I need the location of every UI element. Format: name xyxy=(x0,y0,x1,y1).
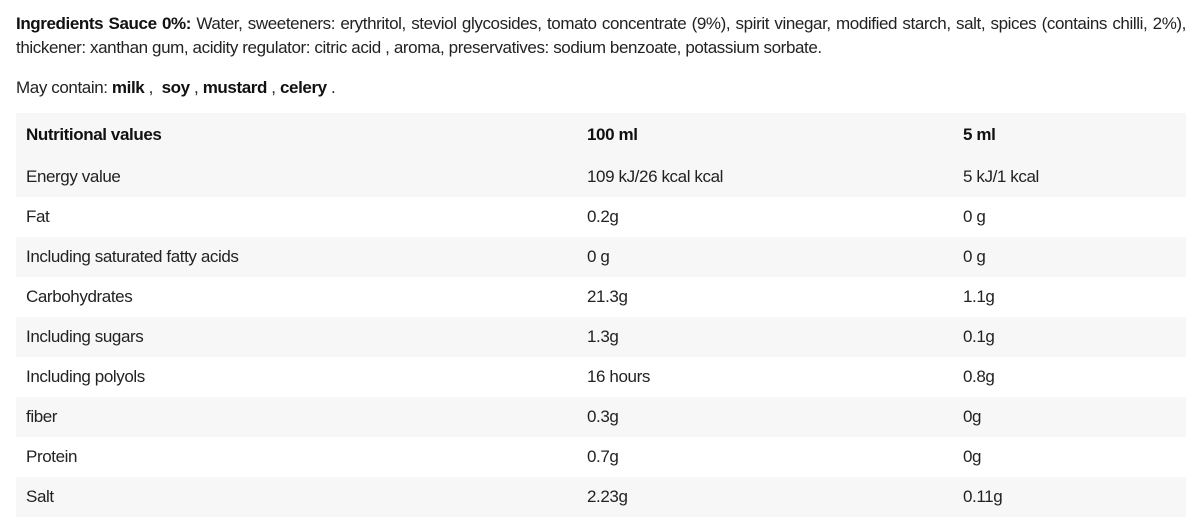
value-5ml: 5 kJ/1 kcal xyxy=(963,167,1039,186)
table-row: Salt 2.23g 0.11g xyxy=(16,477,1186,517)
value-100ml: 2.23g xyxy=(587,487,628,506)
value-100ml: 0.3g xyxy=(587,407,619,426)
header-100ml: 100 ml xyxy=(587,125,638,144)
value-100ml: 16 hours xyxy=(587,367,650,386)
table-header: Nutritional values 100 ml 5 ml xyxy=(16,113,1186,157)
ingredients-text: Ingredients Sauce 0%: Water, sweeteners:… xyxy=(16,12,1186,60)
nutrient-name: Including sugars xyxy=(26,327,144,346)
value-100ml: 21.3g xyxy=(587,287,628,306)
table-row: Including polyols 16 hours 0.8g xyxy=(16,357,1186,397)
nutrient-name: fiber xyxy=(26,407,58,426)
nutrient-name: Energy value xyxy=(26,167,121,186)
value-5ml: 0g xyxy=(963,447,982,466)
allergen: soy xyxy=(161,78,190,97)
value-5ml: 1.1g xyxy=(963,287,995,306)
value-100ml: 1.3g xyxy=(587,327,619,346)
value-100ml: 109 kJ/26 kcal kcal xyxy=(587,167,724,186)
allergen: milk xyxy=(111,78,145,97)
value-100ml: 0.2g xyxy=(587,207,619,226)
nutrient-name: Carbohydrates xyxy=(26,287,133,306)
value-5ml: 0.1g xyxy=(963,327,995,346)
nutrient-name: Including saturated fatty acids xyxy=(26,247,239,266)
table-row: Energy value 109 kJ/26 kcal kcal 5 kJ/1 kc… xyxy=(16,157,1186,197)
table-row: Fat 0.2g 0 g xyxy=(16,197,1186,237)
nutrient-name: Salt xyxy=(26,487,54,506)
value-100ml: 0 g xyxy=(587,247,610,266)
header-nutritional-values: Nutritional values xyxy=(26,125,162,144)
nutrient-name: Including polyols xyxy=(26,367,145,386)
nutrition-table: Nutritional values 100 ml 5 ml Energy va… xyxy=(16,113,1186,517)
product-info: Ingredients Sauce 0%: Water, sweeteners:… xyxy=(16,12,1186,100)
table-row: fiber 0.3g 0g xyxy=(16,397,1186,437)
ingredients-list: Water, sweeteners: erythritol, steviol g… xyxy=(16,14,1186,57)
table-row: Including saturated fatty acids 0 g 0 g xyxy=(16,237,1186,277)
value-100ml: 0.7g xyxy=(587,447,619,466)
ingredients-label: Ingredients Sauce 0%: xyxy=(16,14,192,33)
may-contain-label: May contain: xyxy=(16,78,112,97)
may-contain: May contain: milk , soy , mustard , cele… xyxy=(16,78,336,97)
table-row: Including sugars 1.3g 0.1g xyxy=(16,317,1186,357)
table-row: Carbohydrates 21.3g 1.1g xyxy=(16,277,1186,317)
nutrient-name: Fat xyxy=(26,207,50,226)
value-5ml: 0 g xyxy=(963,207,986,226)
value-5ml: 0 g xyxy=(963,247,986,266)
allergen: celery xyxy=(279,78,327,97)
value-5ml: 0.8g xyxy=(963,367,995,386)
nutrient-name: Protein xyxy=(26,447,78,466)
table-row: Protein 0.7g 0g xyxy=(16,437,1186,477)
value-5ml: 0.11g xyxy=(963,487,1003,506)
header-5ml: 5 ml xyxy=(963,125,996,144)
allergen: mustard xyxy=(202,78,268,97)
value-5ml: 0g xyxy=(963,407,982,426)
